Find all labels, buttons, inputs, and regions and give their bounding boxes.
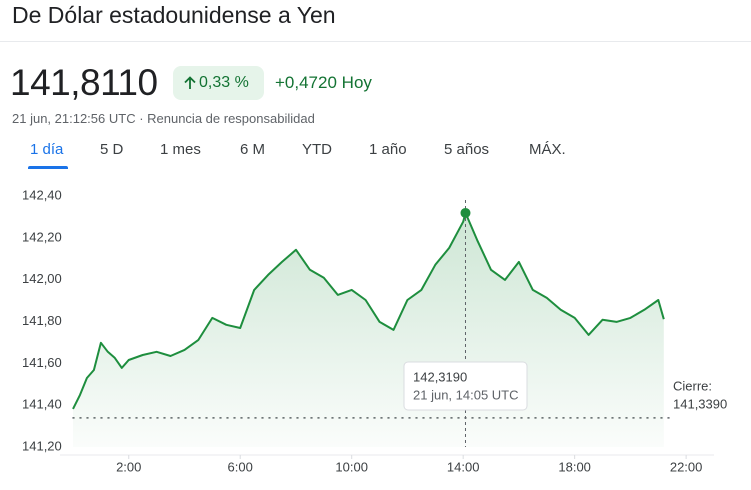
x-tick-label: 18:00: [558, 459, 591, 474]
y-tick-label: 141,60: [22, 355, 62, 370]
range-tab[interactable]: 1 mes: [160, 141, 201, 158]
x-tick-label: 2:00: [116, 459, 141, 474]
change-period: Hoy: [341, 73, 372, 92]
change-abs: +0,4720: [275, 73, 337, 92]
change-pct: 0,33 %: [199, 74, 249, 91]
x-tick-label: 14:00: [447, 459, 480, 474]
change-pill: 0,33 %: [173, 66, 264, 100]
y-tick-label: 142,00: [22, 271, 62, 286]
y-tick-label: 141,80: [22, 313, 62, 328]
tooltip-value: 142,3190: [413, 369, 467, 384]
divider: [0, 41, 751, 42]
range-tab[interactable]: 6 M: [240, 141, 266, 158]
range-tab[interactable]: YTD: [302, 141, 332, 158]
range-tab[interactable]: 1 día: [30, 141, 64, 158]
range-tab[interactable]: 1 año: [369, 141, 407, 158]
range-tab[interactable]: 5 D: [100, 141, 124, 158]
highlight-point: [460, 207, 471, 218]
x-tick-label: 6:00: [228, 459, 253, 474]
tooltip-box: [403, 361, 528, 411]
x-tick-label: 10:00: [335, 459, 368, 474]
tooltip-time: 21 jun, 14:05 UTC: [413, 387, 519, 402]
tab-underline: [28, 166, 68, 169]
y-tick-label: 142,40: [22, 187, 62, 202]
previous-close-label: 141,3390: [673, 396, 727, 411]
price-line: [72, 211, 665, 410]
meta: 21 jun, 21:12:56 UTC · Renuncia de respo…: [12, 111, 315, 126]
change-abs-row: +0,4720 Hoy: [275, 73, 372, 93]
y-tick-label: 141,20: [22, 438, 62, 453]
price: 141,8110: [10, 62, 158, 103]
range-tab[interactable]: MÁX.: [529, 141, 566, 158]
up-arrow: [184, 76, 196, 89]
previous-close-title: Cierre:: [673, 378, 712, 393]
range-tab[interactable]: 5 años: [444, 141, 490, 158]
title: De Dólar estadounidense a Yen: [12, 2, 336, 28]
x-tick-label: 22:00: [670, 459, 703, 474]
y-tick-label: 142,20: [22, 229, 62, 244]
y-tick-label: 141,40: [22, 397, 62, 412]
area-fill: [73, 212, 664, 447]
